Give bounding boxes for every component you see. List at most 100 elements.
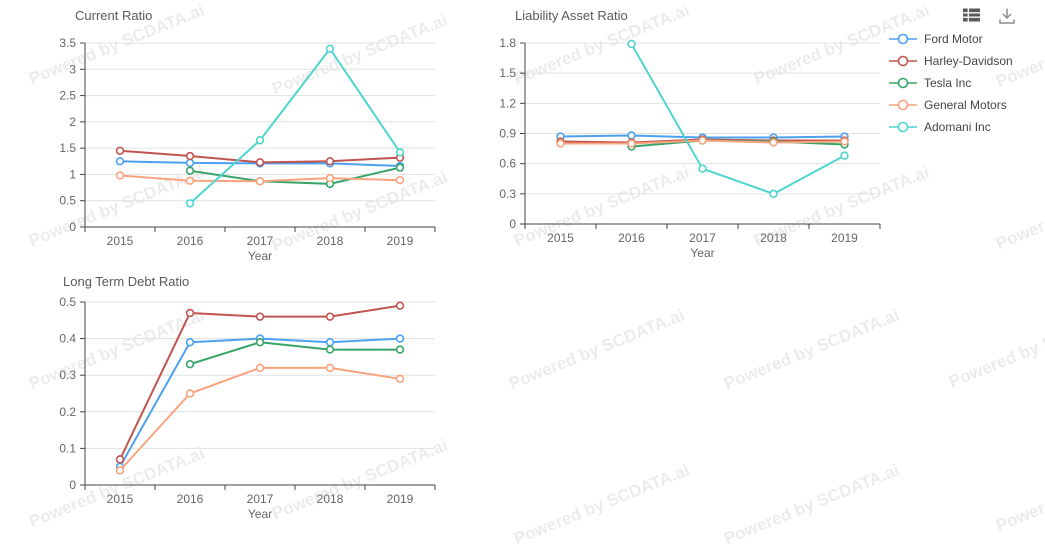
legend-marker-icon [889,77,917,89]
data-point-general-motors[interactable] [769,138,778,147]
data-point-harley-davidson[interactable] [115,455,125,464]
y-tick-label: 0.1 [59,441,76,455]
y-tick-label: 0.5 [59,295,76,309]
data-point-adomani-inc[interactable] [840,151,849,160]
series-line-tesla-inc[interactable] [189,166,401,185]
data-point-general-motors[interactable] [698,136,707,145]
chart-current-ratio[interactable]: 0 0.5 1 1.5 2 2.5 3 3.5 2015 2016 2017 2018 2019 Year… [0,0,470,268]
watermark-text: Powered by SCDATA.ai [993,448,1045,536]
data-point-ford-motor[interactable] [627,131,636,140]
watermark-text: Powered by SCDATA.ai [506,305,688,394]
series-line-ford-motor[interactable] [119,337,401,468]
data-point-general-motors[interactable] [185,389,195,398]
legend-item-ford-motor[interactable]: Ford Motor [888,28,1013,50]
x-tick-label: 2017 [689,231,716,245]
data-point-ford-motor[interactable] [115,157,125,166]
series-line-adomani-inc[interactable] [630,43,846,195]
chart-liability-asset-ratio-svg: 0 0.3 0.6 0.9 1.2 1.5 1.8 2015 2016 2017 2018 2019 Y… [499,8,881,260]
data-point-adomani-inc[interactable] [395,148,405,157]
data-point-general-motors[interactable] [255,363,265,373]
legend-item-general-motors[interactable]: General Motors [888,94,1013,116]
data-point-general-motors[interactable] [185,176,195,185]
data-view-icon-svg [963,8,980,22]
y-tick-label: 1.8 [499,36,516,50]
series-line-general-motors[interactable] [119,366,401,472]
series-line-tesla-inc[interactable] [189,341,401,366]
x-tick-label: 2018 [317,234,344,248]
data-point-tesla-inc[interactable] [395,345,405,354]
data-point-general-motors[interactable] [627,139,636,148]
data-point-general-motors[interactable] [325,363,335,373]
data-point-general-motors[interactable] [840,137,849,146]
data-point-adomani-inc[interactable] [627,39,636,49]
series-line-harley-davidson[interactable] [119,304,401,461]
chart-current-ratio-svg: 0 0.5 1 1.5 2 2.5 3 3.5 2015 2016 2017 2018 2019 Year… [59,8,436,263]
legend-label: Harley-Davidson [924,54,1013,68]
y-tick-label: 0 [509,217,516,231]
chart-long-term-debt-ratio[interactable]: 0 0.1 0.2 0.3 0.4 0.5 2015 2016 2017 2018 2019 Year… [0,270,470,538]
legend-item-harley-davidson[interactable]: Harley-Davidson [888,50,1013,72]
x-tick-label: 2018 [760,231,787,245]
data-point-general-motors[interactable] [255,177,265,186]
data-point-tesla-inc[interactable] [185,166,195,175]
data-view-icon[interactable] [962,6,984,26]
download-icon-svg [999,8,1015,24]
data-point-tesla-inc[interactable] [255,338,265,347]
data-point-ford-motor[interactable] [185,338,195,347]
data-point-adomani-inc[interactable] [185,199,195,208]
data-point-ford-motor[interactable] [395,334,405,343]
chart-liability-asset-ratio[interactable]: 0 0.3 0.6 0.9 1.2 1.5 1.8 2015 2016 2017 2018 2019 Y… [440,0,890,268]
data-point-harley-davidson[interactable] [325,312,335,321]
y-tick-label: 2.5 [59,89,76,103]
data-point-ford-motor[interactable] [325,338,335,347]
legend-item-adomani-inc[interactable]: Adomani Inc [888,116,1013,138]
y-tick-label: 0 [69,220,76,234]
download-icon[interactable] [996,6,1018,26]
chart-title: Long Term Debt Ratio [63,274,189,289]
data-point-harley-davidson[interactable] [255,158,265,167]
data-point-general-motors[interactable] [395,176,405,185]
chart-title: Current Ratio [75,8,152,23]
x-tick-label: 2015 [107,234,134,248]
data-point-harley-davidson[interactable] [325,157,335,166]
y-tick-label: 0.9 [499,127,516,141]
x-tick-label: 2016 [177,492,204,506]
data-point-general-motors[interactable] [115,466,125,475]
y-tick-label: 1.5 [59,141,76,155]
data-point-harley-davidson[interactable] [395,301,405,310]
y-tick-label: 0.3 [59,368,76,382]
data-point-tesla-inc[interactable] [395,163,405,172]
chart-toolbar [962,6,1018,26]
y-tick-label: 0.3 [499,187,516,201]
series-line-adomani-inc[interactable] [189,47,401,205]
data-point-harley-davidson[interactable] [115,146,125,155]
x-axis-label: Year [248,249,272,263]
data-point-adomani-inc[interactable] [325,44,335,53]
y-tick-label: 1 [69,167,76,181]
data-point-tesla-inc[interactable] [325,345,335,354]
y-tick-label: 0.5 [59,194,76,208]
data-point-general-motors[interactable] [325,173,335,183]
data-point-ford-motor[interactable] [185,158,195,168]
data-point-harley-davidson[interactable] [185,308,195,318]
x-tick-label: 2017 [247,492,274,506]
data-point-general-motors[interactable] [556,139,565,148]
data-point-harley-davidson[interactable] [185,151,195,161]
watermark-text: Powered by SCDATA.ai [721,460,903,549]
y-tick-label: 1.5 [499,66,516,80]
data-point-tesla-inc[interactable] [185,360,195,369]
data-point-adomani-inc[interactable] [698,164,707,173]
legend-item-tesla-inc[interactable]: Tesla Inc [888,72,1013,94]
data-point-general-motors[interactable] [395,374,405,384]
data-point-general-motors[interactable] [115,171,125,180]
data-point-adomani-inc[interactable] [769,189,778,199]
chart-long-term-debt-ratio-svg: 0 0.1 0.2 0.3 0.4 0.5 2015 2016 2017 2018 2019 Year… [59,274,436,521]
data-point-adomani-inc[interactable] [255,136,265,145]
legend-marker-icon [889,55,917,67]
chart-legend: Ford Motor Harley-Davidson Tesla Inc Genera… [888,28,1013,138]
y-tick-label: 3.5 [59,36,76,50]
y-tick-label: 0.4 [59,332,76,346]
data-point-harley-davidson[interactable] [255,312,265,321]
y-tick-label: 2 [69,115,76,129]
